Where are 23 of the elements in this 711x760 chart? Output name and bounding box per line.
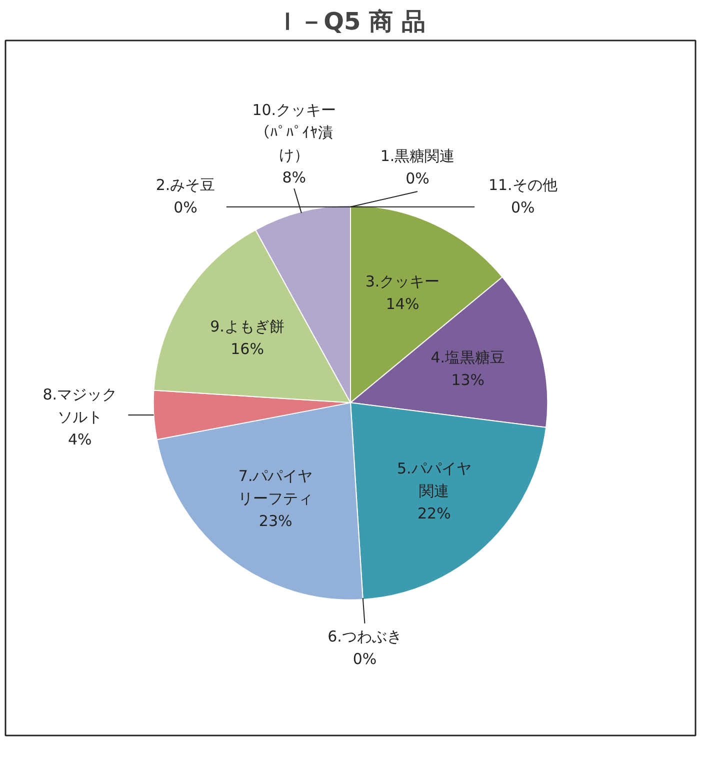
data-label: 22% (418, 504, 451, 523)
slice-label: 9.よもぎ餅 (210, 317, 284, 336)
slice-label: 8.マジックソルト (42, 385, 118, 426)
slice-label: 5.パパイヤ関連 (397, 460, 472, 500)
data-label: 13% (451, 371, 485, 390)
slice-label: 7.パパイヤリーフティ (238, 467, 314, 508)
data-label: 14% (386, 295, 420, 314)
text: 0% (352, 650, 377, 668)
text: 0% (510, 198, 535, 217)
category-label: 2.みそ豆 (156, 176, 216, 194)
legend-label: 6.つわぶき (328, 628, 402, 646)
slice-label: 3.クッキー (365, 272, 440, 291)
slice-label: 4.塩黒糖豆 (430, 348, 506, 367)
category-label: 11.その他 (488, 176, 558, 194)
text: 0% (174, 198, 198, 217)
data-label: 8% (282, 168, 306, 186)
data-label: 23% (258, 512, 292, 530)
slice-label: 10.クッキー（ﾊﾟﾊﾟｲﾔ漬け） (252, 100, 336, 164)
text: 0% (406, 169, 430, 188)
category-label: 1.黒糖関連 (380, 146, 455, 165)
chart-title: Ｉ－Q5 商 品 (276, 8, 426, 36)
data-label: 16% (230, 340, 264, 358)
data-label: 4% (68, 430, 92, 448)
